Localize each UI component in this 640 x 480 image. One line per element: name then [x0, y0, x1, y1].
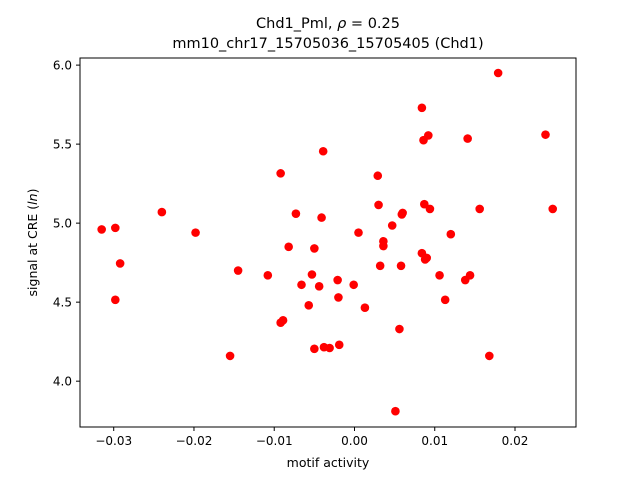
data-point [97, 225, 106, 234]
title-prefix: Chd1_Pml, [256, 16, 337, 32]
data-point [387, 221, 397, 230]
data-point [379, 241, 388, 251]
title-suffix: = 0.25 [346, 16, 400, 32]
data-point [475, 204, 484, 214]
data-point [493, 68, 503, 78]
y-axis-label: signal at CRE (ln) [25, 189, 40, 297]
data-point [463, 134, 472, 143]
data-point [111, 295, 120, 305]
data-point [395, 324, 404, 334]
data-point [317, 213, 326, 222]
data-point [284, 242, 293, 252]
ylabel-prefix: signal at CRE ( [25, 205, 40, 297]
data-point [420, 199, 429, 209]
data-point [191, 228, 200, 237]
data-point [424, 131, 433, 140]
data-point [115, 259, 125, 268]
data-point [263, 270, 273, 280]
title-rho: ρ [337, 16, 347, 32]
data-point [541, 130, 550, 139]
x-tick-label: 0.01 [421, 434, 448, 448]
x-axis-label: motif activity [287, 455, 370, 470]
data-point [334, 340, 344, 350]
data-point [391, 406, 400, 416]
data-point [334, 293, 343, 302]
data-point [446, 229, 456, 239]
data-point [360, 303, 370, 312]
y-tick-label: 6.0 [53, 59, 72, 73]
plot-background [80, 58, 576, 427]
chart-title-line1: Chd1_Pml, ρ = 0.25 [256, 16, 400, 32]
data-point [417, 103, 427, 113]
ylabel-suffix: ) [25, 189, 40, 194]
plot-area [80, 58, 576, 427]
data-point [291, 209, 301, 218]
data-point [422, 253, 432, 263]
data-points [97, 68, 558, 416]
data-point [297, 280, 306, 290]
data-point [375, 261, 385, 271]
data-point [157, 207, 167, 217]
data-point [374, 200, 383, 210]
y-tick-label: 5.0 [53, 217, 72, 231]
data-point [465, 270, 475, 280]
y-tick-label: 5.5 [53, 138, 72, 152]
data-point [304, 301, 314, 310]
x-tick-label: −0.01 [256, 434, 293, 448]
ylabel-italic: ln [25, 193, 40, 204]
data-point [310, 244, 319, 253]
y-tick-label: 4.0 [53, 375, 72, 389]
x-tick-label: 0.00 [341, 434, 368, 448]
data-point [485, 351, 494, 361]
data-point [333, 275, 342, 285]
data-point [354, 228, 363, 237]
x-tick-label: −0.02 [176, 434, 213, 448]
data-point [233, 266, 243, 275]
x-axis-ticks: −0.03 −0.02 −0.01 0.00 0.01 0.02 [95, 427, 528, 448]
data-point [396, 261, 406, 271]
x-tick-label: −0.03 [95, 434, 132, 448]
data-point [440, 295, 450, 305]
data-point [325, 343, 334, 353]
data-point [435, 270, 444, 280]
data-point [425, 204, 435, 214]
data-point [111, 223, 120, 233]
data-point [349, 280, 358, 290]
plot-frame [79, 57, 577, 428]
data-point [276, 169, 285, 178]
y-axis-ticks: 4.0 4.5 5.0 5.5 6.0 [53, 59, 80, 389]
chart-title-line2: mm10_chr17_15705036_15705405 (Chd1) [172, 36, 483, 52]
data-point [310, 344, 319, 354]
data-point [318, 146, 328, 156]
data-point [548, 204, 558, 214]
data-point [314, 282, 324, 291]
y-tick-label: 4.5 [53, 296, 72, 310]
data-point [225, 351, 235, 361]
data-point [278, 316, 288, 325]
data-point [398, 208, 407, 218]
x-tick-label: 0.02 [502, 434, 529, 448]
data-point [307, 270, 317, 279]
data-point [373, 171, 383, 181]
